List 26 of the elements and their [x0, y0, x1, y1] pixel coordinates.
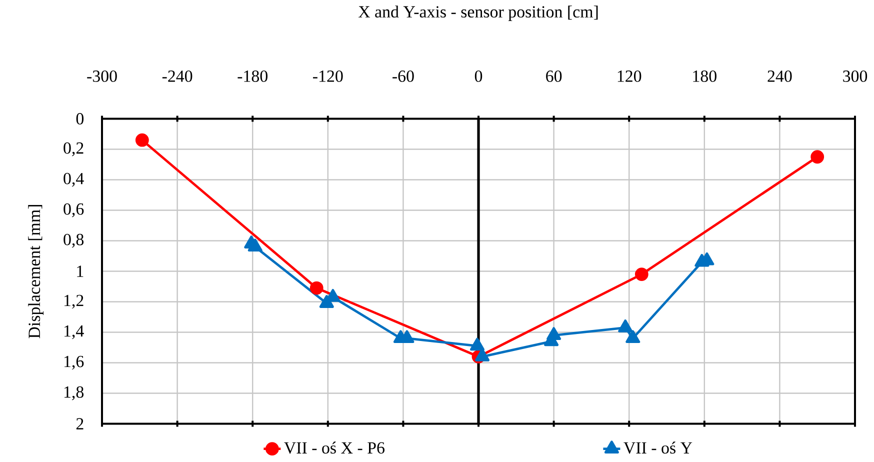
x-axis-title: X and Y-axis - sensor position [cm] — [358, 6, 598, 22]
x-tick-label: 240 — [768, 70, 792, 82]
x-tick-label: 120 — [618, 70, 642, 82]
y-tick-label: 0,4 — [64, 172, 84, 187]
legend-label: VII - oś Y — [624, 442, 692, 454]
y-tick-label: 0 — [76, 113, 84, 125]
y-axis-title: Displacement [mm] — [28, 205, 44, 338]
x-tick-label: -120 — [313, 70, 343, 82]
x-tick-label: 60 — [546, 70, 562, 82]
x-tick-label: -300 — [87, 70, 117, 82]
x-tick-label: 0 — [474, 70, 482, 82]
x-tick-label: -240 — [162, 70, 192, 82]
y-tick-label: 1,4 — [64, 325, 84, 340]
x-tick-label: 180 — [693, 70, 716, 82]
y-tick-label: 1,6 — [64, 356, 84, 370]
y-tick-label: 1 — [77, 266, 84, 277]
y-tick-label: 1,2 — [64, 294, 84, 309]
legend-label: VII - oś X - P6 — [284, 442, 384, 454]
y-tick-label: 0,2 — [64, 142, 84, 156]
x-tick-label: -180 — [238, 70, 268, 82]
y-tick-label: 1,8 — [64, 386, 84, 400]
x-tick-label: 300 — [843, 70, 868, 82]
y-tick-label: 0,6 — [64, 203, 84, 218]
y-tick-label: 2 — [76, 418, 84, 430]
y-tick-label: 0,8 — [64, 234, 84, 248]
x-tick-label: -60 — [392, 70, 414, 82]
